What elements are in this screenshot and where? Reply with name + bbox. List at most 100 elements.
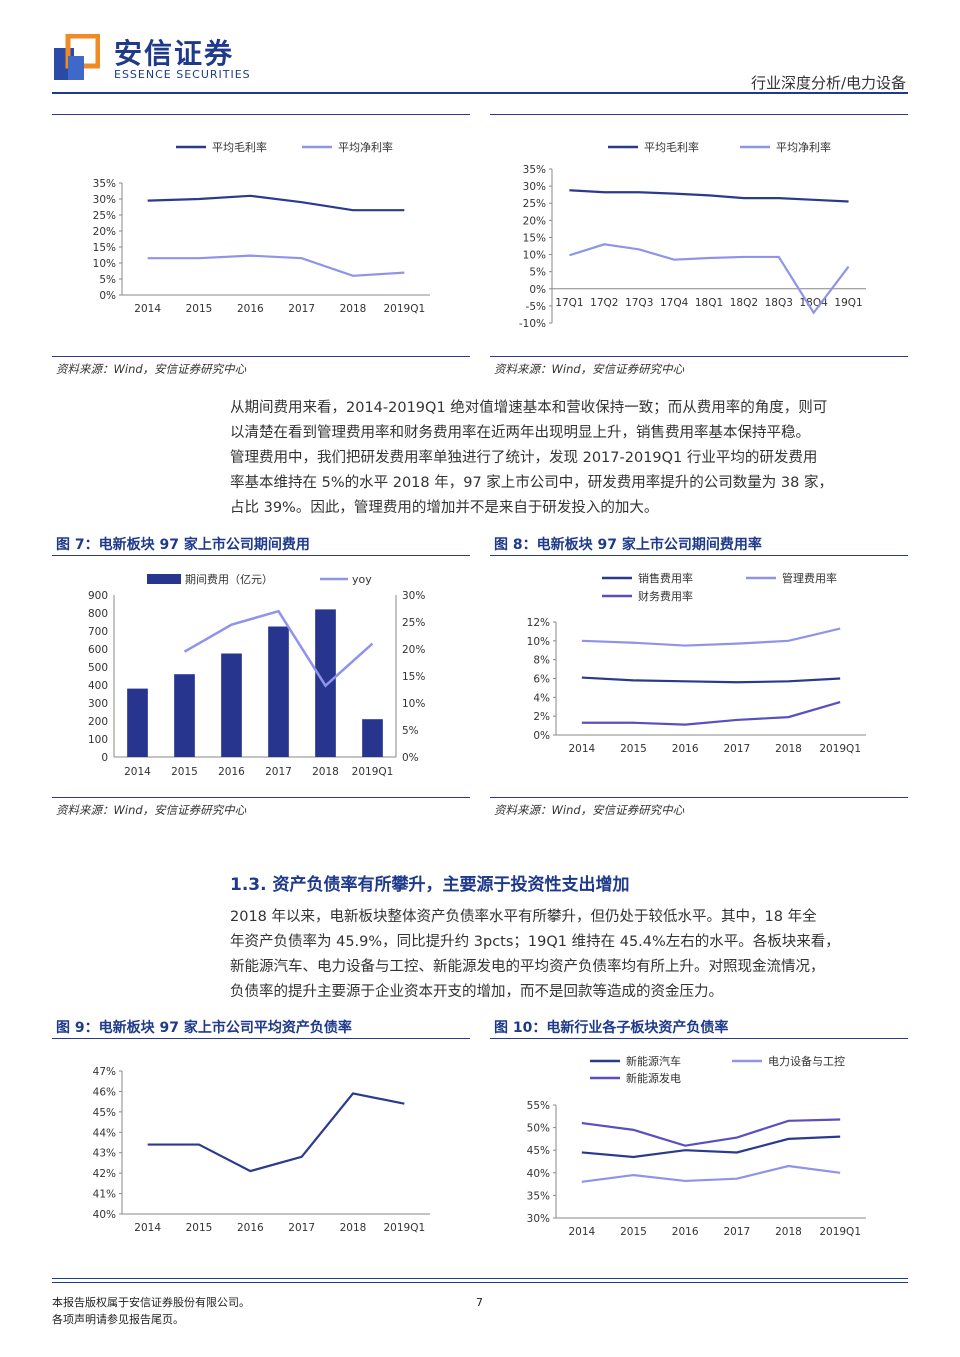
y-tick-label: 10% — [527, 636, 550, 648]
y-left-tick-label: 400 — [88, 680, 108, 692]
series-line — [581, 1135, 841, 1159]
x-tick-label: 2014 — [568, 1226, 595, 1238]
x-tick-label: 18Q2 — [730, 297, 758, 309]
legend-label: 期间费用（亿元） — [185, 573, 273, 586]
x-tick-label: 2014 — [134, 303, 161, 315]
series-line — [147, 194, 405, 212]
bar — [315, 609, 336, 757]
series-line — [581, 676, 841, 684]
legend-label: 平均毛利率 — [644, 140, 699, 154]
y-tick-label: 10% — [93, 258, 116, 270]
company-logo-icon — [54, 34, 100, 80]
y-left-tick-label: 200 — [88, 716, 108, 728]
y-tick-label: 40% — [527, 1168, 550, 1180]
x-tick-label: 2016 — [672, 1226, 699, 1238]
y-tick-label: 35% — [93, 178, 116, 190]
series-line — [581, 1164, 841, 1183]
legend-label: 平均净利率 — [776, 140, 831, 154]
x-tick-label: 2014 — [568, 743, 595, 755]
figure-title: 图 8：电新板块 97 家上市公司期间费用率 — [494, 537, 762, 553]
y-tick-label: 20% — [523, 215, 546, 227]
x-tick-label: 2015 — [186, 303, 213, 315]
y-left-tick-label: 600 — [88, 644, 108, 656]
y-tick-label: 35% — [527, 1190, 550, 1202]
y-tick-label: 45% — [93, 1107, 116, 1119]
y-tick-label: 30% — [523, 181, 546, 193]
paragraph-line: 管理费用中，我们把研发费用率单独进行了统计，发现 2017-2019Q1 行业平… — [230, 450, 818, 466]
y-right-tick-label: 25% — [402, 617, 425, 629]
bar — [221, 653, 242, 757]
paragraph-line: 年资产负债率为 45.9%，同比提升约 3pcts；19Q1 维持在 45.4%… — [230, 934, 840, 950]
y-tick-label: -5% — [526, 301, 546, 313]
x-tick-label: 2015 — [171, 766, 198, 778]
source-note: 资料来源：Wind，安信证券研究中心 — [494, 803, 685, 817]
y-right-tick-label: 30% — [402, 590, 425, 602]
y-tick-label: 42% — [93, 1168, 116, 1180]
y-tick-label: 8% — [533, 655, 550, 667]
x-tick-label: 2019Q1 — [352, 766, 394, 778]
source-note: 资料来源：Wind，安信证券研究中心 — [56, 362, 247, 376]
paragraph-line: 2018 年以来，电新板块整体资产负债率水平有所攀升，但仍处于较低水平。其中，1… — [230, 909, 817, 925]
x-tick-label: 2017 — [723, 743, 750, 755]
gross-net-margin-annual-chart: 0% 5% 10% 15% 20% 25% 30% 35% 2014 2015 2016 2017 20… — [93, 140, 430, 315]
y-tick-label: 20% — [93, 226, 116, 238]
y-left-tick-label: 700 — [88, 626, 108, 638]
panel-bottom-rule — [52, 356, 470, 357]
y-tick-label: 43% — [93, 1148, 116, 1160]
series-line — [569, 243, 850, 315]
y-tick-label: 5% — [529, 267, 546, 279]
series-line — [581, 700, 841, 726]
y-right-tick-label: 10% — [402, 698, 425, 710]
y-tick-label: 30% — [527, 1213, 550, 1225]
y-left-tick-label: 300 — [88, 698, 108, 710]
panel-top-rule — [490, 555, 908, 556]
paragraph-line: 负债率的提升主要源于企业资本开支的增加，而不是回款等造成的资金压力。 — [230, 984, 723, 1000]
x-tick-label: 2016 — [218, 766, 245, 778]
y-tick-label: 12% — [527, 617, 550, 629]
legend-label: 平均毛利率 — [212, 140, 267, 154]
legend-label: 销售费用率 — [638, 571, 693, 585]
y-tick-label: 25% — [93, 210, 116, 222]
body-paragraph: 从期间费用来看，2014-2019Q1 绝对值增速基本和营收保持一致；而从费用率… — [230, 396, 908, 521]
period-expense-chart: 0 100 200 300 400 500 600 700 800 900 0% 5% 10% 15% 20… — [88, 573, 425, 778]
y-tick-label: 15% — [93, 242, 116, 254]
x-tick-label: 2016 — [672, 743, 699, 755]
y-tick-label: 35% — [523, 164, 546, 176]
paragraph-line: 率基本维持在 5%的水平 2018 年，97 家上市公司中，研发费用率提升的公司… — [230, 475, 833, 491]
x-tick-label: 2019Q1 — [383, 1222, 425, 1234]
legend-label: 管理费用率 — [782, 571, 837, 585]
panel-top-rule — [490, 114, 908, 115]
y-tick-label: -10% — [519, 318, 546, 330]
x-tick-label: 17Q3 — [625, 297, 653, 309]
source-note: 资料来源：Wind，安信证券研究中心 — [56, 803, 247, 817]
avg-debt-ratio-chart: 40% 41% 42% 43% 44% 45% 46% 47% 2014 2015 2016 2017… — [93, 1066, 430, 1234]
x-tick-label: 2018 — [775, 1226, 802, 1238]
y-tick-label: 44% — [93, 1127, 116, 1139]
legend-label: yoy — [352, 573, 372, 586]
panel-top-rule — [52, 1038, 470, 1039]
x-tick-label: 2017 — [723, 1226, 750, 1238]
y-right-tick-label: 0% — [402, 752, 419, 764]
y-tick-label: 10% — [523, 250, 546, 262]
legend-label: 财务费用率 — [638, 589, 693, 603]
x-tick-label: 2016 — [237, 303, 264, 315]
y-left-tick-label: 800 — [88, 608, 108, 620]
x-tick-label: 18Q3 — [765, 297, 793, 309]
y-tick-label: 0% — [99, 290, 116, 302]
copyright-note: 本报告版权属于安信证券股份有限公司。 — [52, 1296, 250, 1309]
x-tick-label: 17Q4 — [660, 297, 689, 309]
series-line — [147, 254, 405, 277]
figure-title: 图 10：电新行业各子板块资产负债率 — [494, 1020, 729, 1036]
x-tick-label: 2015 — [620, 1226, 647, 1238]
y-right-tick-label: 20% — [402, 644, 425, 656]
panel-bottom-rule — [490, 797, 908, 798]
y-tick-label: 55% — [527, 1100, 550, 1112]
expense-ratio-chart: 0% 2% 4% 6% 8% 10% 12% 2014 2015 2016 2017 2018 2019… — [527, 571, 866, 755]
y-tick-label: 30% — [93, 194, 116, 206]
header-divider — [52, 92, 908, 94]
series-line — [581, 1118, 841, 1147]
series-line — [569, 189, 849, 203]
x-tick-label: 2019Q1 — [383, 303, 425, 315]
x-tick-label: 2018 — [312, 766, 339, 778]
gross-net-margin-quarterly-chart: -10% -5% 0% 5% 10% 15% 20% 25% 30% 35% 17Q1 17Q2 17Q… — [519, 140, 866, 330]
